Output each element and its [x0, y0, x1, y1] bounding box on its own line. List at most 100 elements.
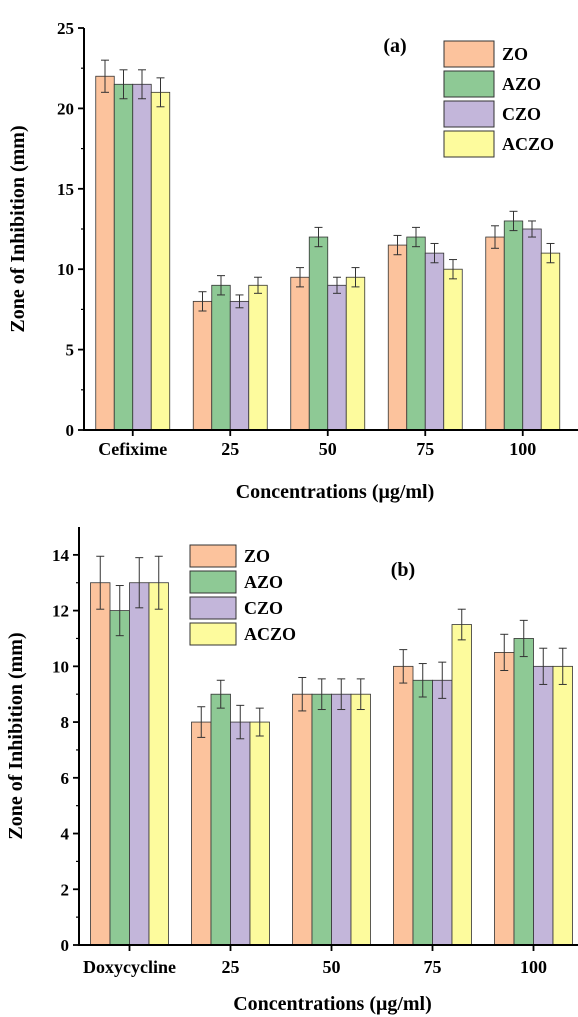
legend-label-czo: CZO: [244, 598, 283, 618]
error-bar-czo-2: [333, 276, 341, 294]
bar-azo-0: [109, 610, 130, 946]
error-bar-aczo-0: [156, 77, 165, 108]
legend-swatch-azo: [443, 70, 495, 98]
bar-aczo-2: [345, 276, 366, 431]
bar-czo-4: [522, 228, 542, 431]
x-axis-title: Concentrations (μg/ml): [236, 481, 435, 503]
x-tick-label: 100: [520, 957, 547, 977]
bar-azo-4: [513, 638, 534, 946]
y-tick-label: 25: [57, 19, 74, 38]
bar-czo-2: [331, 693, 352, 946]
error-bar-zo-2: [298, 676, 307, 712]
bar-azo-1: [211, 284, 231, 431]
legend-swatch-zo: [443, 40, 495, 68]
bar-aczo-1: [249, 721, 270, 946]
bar-czo-3: [432, 679, 453, 946]
bar-aczo-0: [148, 582, 169, 946]
y-axis-title: Zone of Inhibition (mm): [5, 632, 27, 839]
x-axis-title: Concentrations (μg/ml): [233, 993, 432, 1015]
error-bar-czo-0: [138, 69, 146, 100]
legend-swatch-zo: [189, 544, 237, 568]
bar-zo-2: [290, 276, 310, 431]
legend-label-czo: CZO: [502, 104, 541, 124]
y-axis-title: Zone of Inhibition (mm): [7, 125, 29, 332]
error-bar-aczo-1: [255, 707, 264, 737]
legend-swatch-czo: [189, 596, 237, 620]
bar-zo-4: [494, 652, 515, 946]
x-tick-label: Doxycycline: [83, 957, 176, 977]
error-bar-aczo-4: [558, 647, 567, 685]
y-tick-label: 10: [52, 657, 69, 676]
error-bar-azo-4: [509, 210, 518, 232]
chart-panel-b: 0 2 4 6 8 10 12 14 Doxycycline 25 50 75 100 Concentra…: [5, 527, 578, 1015]
x-tick-label: 100: [509, 439, 536, 459]
error-bar-azo-0: [119, 69, 128, 100]
error-bar-czo-4: [528, 220, 536, 238]
legend-swatch-aczo: [443, 130, 495, 158]
bar-aczo-4: [552, 665, 573, 946]
bar-zo-3: [387, 244, 408, 431]
bar-zo-1: [192, 300, 213, 431]
error-bar-aczo-0: [154, 555, 163, 610]
legend-label-azo: AZO: [502, 74, 541, 94]
error-bar-zo-1: [197, 706, 206, 738]
error-bar-czo-1: [235, 294, 244, 309]
panel-label: (a): [383, 35, 406, 57]
x-tick-label: 25: [221, 439, 239, 459]
bar-czo-1: [230, 721, 251, 946]
error-bar-czo-0: [135, 557, 144, 609]
y-tick-label: 6: [61, 769, 70, 788]
error-bar-czo-3: [430, 242, 439, 264]
legend-swatch-azo: [189, 570, 237, 594]
bar-zo-0: [95, 75, 115, 431]
error-bar-zo-3: [399, 649, 408, 684]
bar-zo-2: [292, 693, 313, 946]
bar-azo-2: [311, 693, 332, 946]
bar-zo-0: [90, 582, 111, 946]
error-bar-zo-3: [393, 234, 402, 256]
chart-panel-a: 0 5 10 15 20 25 Cefixime 25 50 75 100 Concentration…: [7, 19, 578, 503]
y-tick-label: 0: [61, 936, 70, 955]
bar-zo-4: [485, 236, 505, 431]
legend-label-aczo: ACZO: [244, 624, 296, 644]
bar-azo-0: [113, 83, 134, 431]
error-bar-zo-4: [500, 633, 509, 672]
y-tick-label: 15: [57, 180, 74, 199]
error-bar-czo-1: [236, 704, 245, 740]
bar-czo-2: [327, 284, 347, 431]
error-bar-aczo-4: [546, 242, 555, 264]
y-tick-label: 8: [61, 713, 70, 732]
bar-czo-1: [229, 300, 250, 431]
error-bar-czo-3: [438, 661, 447, 699]
bar-aczo-1: [248, 284, 268, 431]
y-tick-label: 2: [61, 880, 70, 899]
error-bar-aczo-3: [449, 259, 457, 280]
legend-label-zo: ZO: [502, 44, 528, 64]
error-bar-azo-3: [418, 663, 427, 698]
error-bar-azo-4: [519, 619, 528, 658]
bar-aczo-3: [451, 624, 472, 946]
bar-czo-4: [533, 665, 554, 946]
x-tick-label: Cefixime: [98, 439, 167, 459]
x-tick-label: 50: [323, 957, 341, 977]
x-tick-label: 75: [416, 439, 434, 459]
error-bar-zo-4: [491, 225, 499, 249]
y-tick-label: 4: [61, 825, 70, 844]
bar-zo-1: [191, 721, 212, 946]
x-tick-label: 75: [424, 957, 442, 977]
error-bar-zo-0: [96, 555, 105, 610]
error-bar-azo-1: [216, 679, 225, 709]
bar-czo-3: [424, 252, 445, 431]
legend-swatch-czo: [443, 100, 495, 128]
y-tick-label: 12: [52, 602, 69, 621]
y-tick-label: 20: [57, 99, 74, 118]
bar-aczo-0: [150, 91, 171, 431]
bar-azo-3: [406, 236, 426, 431]
bar-aczo-4: [540, 252, 561, 431]
x-tick-label: 25: [222, 957, 240, 977]
bar-azo-1: [210, 693, 231, 946]
legend-label-zo: ZO: [244, 546, 270, 566]
y-tick-label: 5: [66, 341, 75, 360]
error-bar-azo-2: [314, 226, 323, 248]
